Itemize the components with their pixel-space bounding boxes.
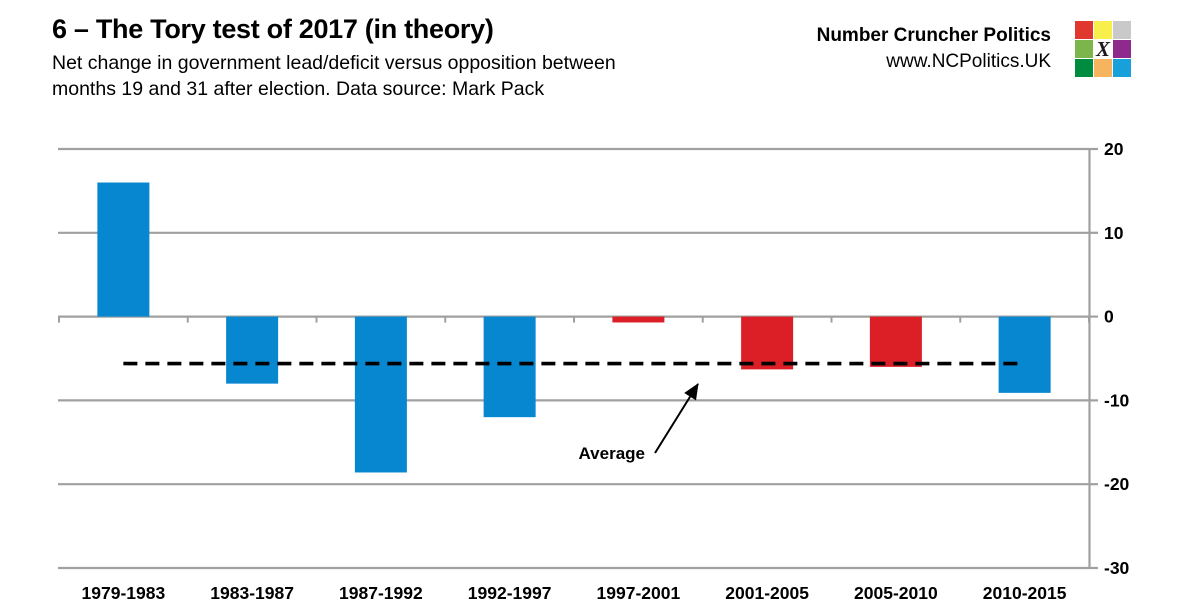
subtitle-line-1: Net change in government lead/deficit ve…	[52, 52, 616, 74]
logo-cell	[1075, 59, 1093, 77]
bar-2005-2010	[869, 316, 922, 367]
y-tick-label-0: 0	[1104, 307, 1114, 327]
brand-block: Number Cruncher Politics www.NCPolitics.…	[817, 21, 1131, 77]
title-block: 6 – The Tory test of 2017 (in theory) Ne…	[52, 12, 772, 102]
ncp-logo: X	[1075, 21, 1131, 77]
logo-cell	[1075, 40, 1093, 58]
brand-text: Number Cruncher Politics www.NCPolitics.…	[817, 23, 1051, 75]
subtitle-line-2: months 19 and 31 after election. Data so…	[52, 78, 545, 100]
logo-cell	[1113, 59, 1131, 77]
logo-cell	[1113, 21, 1131, 39]
average-arrow	[654, 383, 699, 454]
bar-1983-1987	[226, 316, 279, 384]
bar-1979-1983	[97, 182, 150, 317]
logo-cell	[1113, 40, 1131, 58]
x-tick-label-1979-1983: 1979-1983	[82, 583, 166, 603]
brand-name: Number Cruncher Politics	[816, 25, 1051, 46]
x-tick-label-2001-2005: 2001-2005	[725, 583, 809, 603]
y-tick-label-10: 10	[1104, 223, 1124, 243]
page-subtitle: Net change in government lead/deficit ve…	[52, 50, 772, 102]
bar-2001-2005	[741, 316, 794, 370]
average-annotation-label: Average	[579, 444, 645, 463]
bar-1992-1997	[483, 316, 536, 418]
logo-mark-cell: X	[1094, 36, 1112, 61]
bar-1987-1992	[354, 316, 407, 473]
brand-url: www.NCPolitics.UK	[886, 51, 1051, 72]
y-tick-label--20: -20	[1104, 474, 1130, 494]
y-tick-label-20: 20	[1104, 139, 1124, 159]
x-tick-label-2005-2010: 2005-2010	[854, 583, 938, 603]
logo-cell	[1094, 21, 1112, 39]
x-tick-label-1992-1997: 1992-1997	[468, 583, 552, 603]
y-tick-label--10: -10	[1104, 390, 1130, 410]
page-title: 6 – The Tory test of 2017 (in theory)	[52, 14, 494, 44]
bar-2010-2015	[998, 316, 1051, 393]
logo-cell	[1075, 21, 1093, 39]
bar-1997-2001	[612, 316, 665, 323]
x-tick-label-1983-1987: 1983-1987	[210, 583, 294, 603]
logo-x-mark: X	[1095, 36, 1110, 61]
logo-cell	[1094, 59, 1112, 77]
x-tick-label-1997-2001: 1997-2001	[597, 583, 681, 603]
y-tick-label--30: -30	[1104, 558, 1130, 578]
x-tick-label-2010-2015: 2010-2015	[983, 583, 1067, 603]
x-tick-label-1987-1992: 1987-1992	[339, 583, 423, 603]
